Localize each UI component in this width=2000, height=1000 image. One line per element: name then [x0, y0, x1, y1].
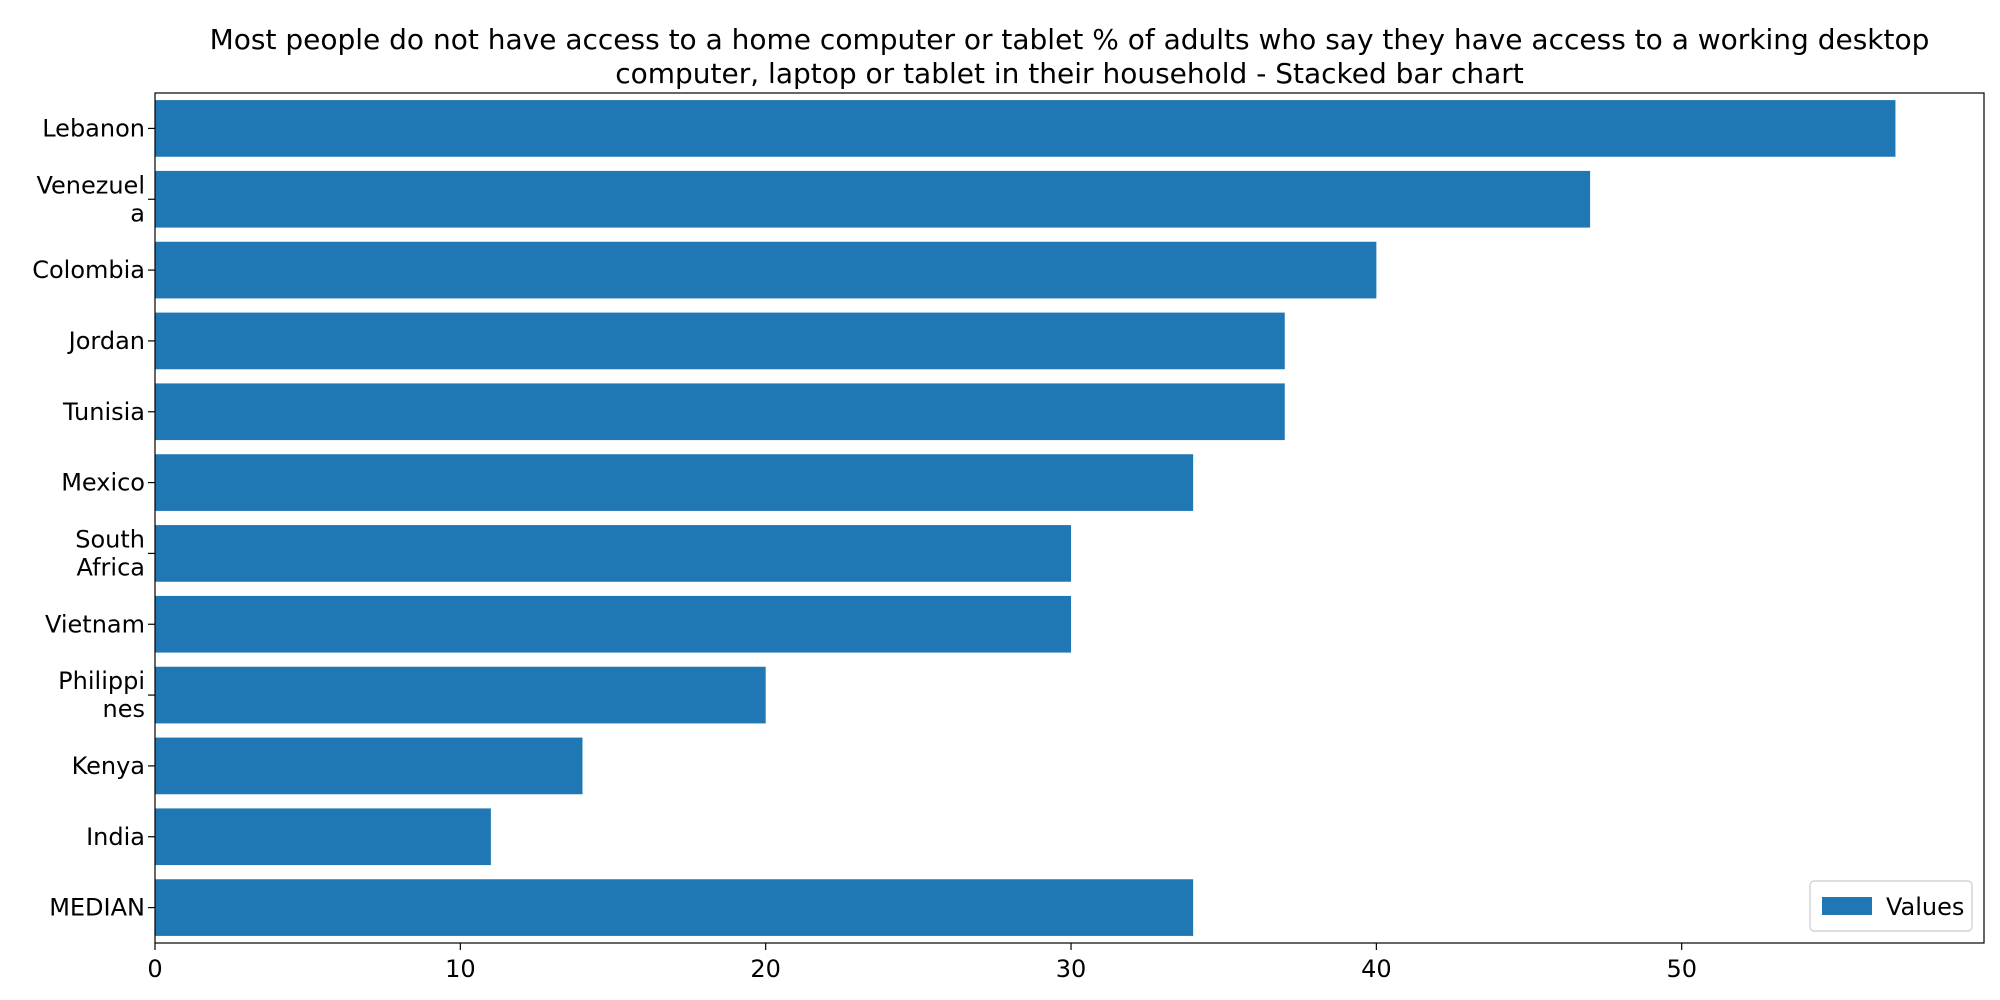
bar-lebanon: [155, 100, 1896, 157]
x-tick-label: 20: [750, 955, 781, 983]
bar-mexico: [155, 454, 1194, 511]
bar-kenya: [155, 737, 583, 795]
bar-india: [155, 808, 491, 866]
y-tick-label: Philippi nes: [58, 667, 145, 723]
y-tick-label: South Africa: [75, 525, 145, 581]
legend-box: [1809, 880, 1973, 932]
bar-colombia: [155, 241, 1377, 299]
legend-swatch: [1822, 897, 1872, 915]
legend-label: Values: [1886, 893, 1964, 921]
bar-jordan: [155, 312, 1285, 370]
y-tick-label: Vietnam: [45, 610, 145, 638]
y-tick-label: MEDIAN: [49, 894, 145, 922]
y-tick-label: Kenya: [72, 752, 145, 780]
chart-title-line: Most people do not have access to a home…: [210, 23, 1930, 56]
bar-venezuela: [155, 170, 1591, 228]
x-tick-label: 10: [445, 955, 476, 983]
bar-south-africa: [155, 525, 1072, 582]
bar-tunisia: [155, 383, 1285, 441]
y-tick-label: India: [86, 823, 145, 851]
y-tick-label: Colombia: [32, 256, 145, 284]
y-tick-label: Tunisia: [62, 398, 145, 426]
plot-frame: [154, 92, 1985, 944]
x-tick-label: 0: [147, 955, 162, 983]
y-tick-label: Jordan: [67, 327, 145, 355]
chart-title-line: computer, laptop or tablet in their hous…: [615, 57, 1524, 90]
x-tick-label: 40: [1361, 955, 1392, 983]
x-tick-label: 50: [1666, 955, 1697, 983]
bar-philippines: [155, 666, 766, 724]
y-tick-label: Mexico: [61, 469, 145, 497]
y-tick-label: Venezuel a: [36, 171, 145, 227]
bar-vietnam: [155, 595, 1072, 653]
bar-median: [155, 879, 1194, 936]
y-tick-label: Lebanon: [42, 114, 145, 142]
x-tick-label: 30: [1056, 955, 1087, 983]
